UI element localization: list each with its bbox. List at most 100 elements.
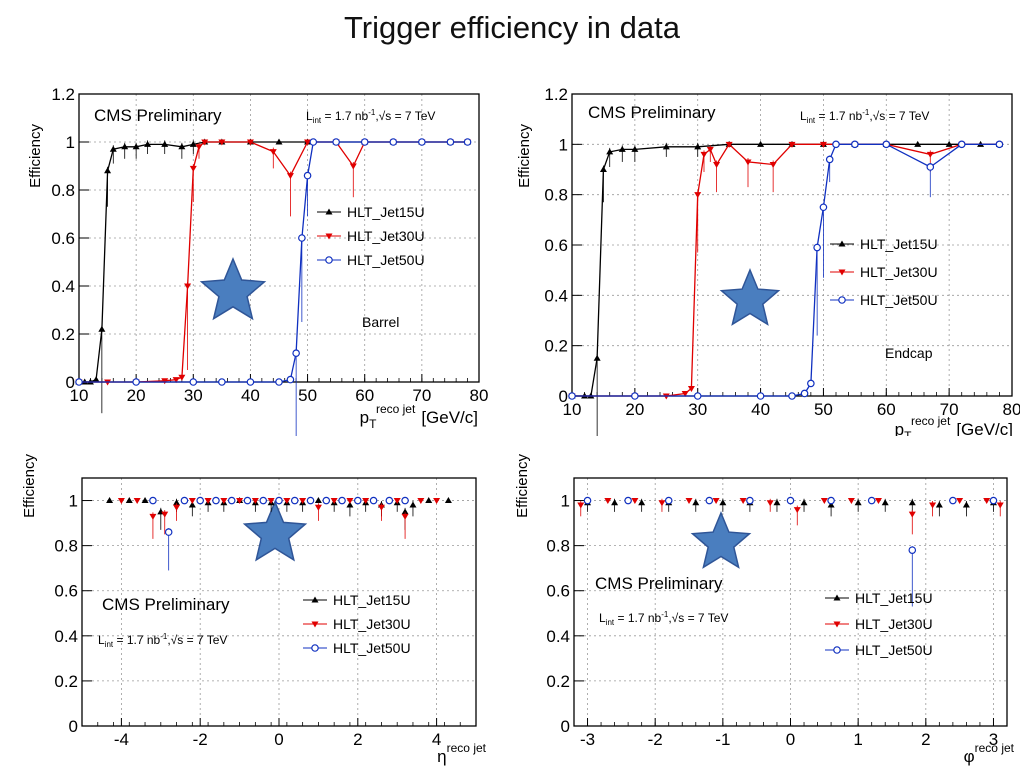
data-point [725, 141, 733, 148]
data-point [418, 138, 426, 146]
x-tick-label: 10 [70, 386, 89, 405]
data-point [881, 499, 889, 506]
data-point [298, 234, 306, 242]
data-point [204, 498, 212, 505]
data-point [220, 498, 228, 505]
x-axis-title: φreco jet [964, 741, 1015, 766]
x-tick-label: 20 [127, 386, 146, 405]
data-point [854, 499, 862, 506]
star-shape [242, 500, 308, 562]
x-tick-label: 20 [625, 400, 644, 419]
data-point [346, 501, 354, 508]
data-point [793, 507, 801, 514]
y-tick-label: 0.2 [544, 337, 568, 356]
eta-chart: -4 -2 0 2 4 0 0.2 0.4 0.6 0.8 1 Efficiency ηreco j… [21, 454, 487, 766]
legend-marker [311, 621, 319, 628]
data-point [685, 498, 693, 505]
data-point [995, 140, 1004, 149]
data-point [583, 496, 592, 505]
data-point [956, 498, 964, 505]
data-point [739, 498, 747, 505]
data-point [662, 143, 670, 150]
data-point [243, 496, 252, 505]
data-point [275, 496, 283, 505]
data-point [283, 498, 291, 505]
y-tick-label: 0.2 [54, 672, 78, 691]
data-point [178, 143, 186, 150]
legend: HLT_Jet15U HLT_Jet30U HLT_Jet50U [303, 592, 411, 656]
data-point [744, 159, 752, 166]
data-point [706, 146, 714, 153]
legend-marker [325, 233, 333, 240]
y-tick-label: 1.2 [544, 86, 568, 104]
plot-area: -3 -2 -1 0 1 2 3 0 0.2 0.4 0.6 0.8 1 [546, 477, 1008, 749]
data-point [769, 161, 777, 168]
data-point [106, 497, 114, 504]
data-point [133, 498, 141, 505]
data-point [908, 511, 916, 518]
data-point [173, 499, 181, 506]
legend-label: HLT_Jet50U [347, 252, 425, 268]
lumi-label: Lint = 1.7 nb-1,√s = 7 TeV [599, 610, 728, 627]
data-point [259, 496, 268, 505]
x-tick-label: 10 [563, 400, 582, 419]
data-point [353, 496, 362, 505]
y-axis-title: Efficiency [514, 454, 531, 518]
data-point [820, 498, 828, 505]
data-point [746, 496, 754, 505]
legend-label: HLT_Jet30U [860, 264, 938, 280]
data-point [446, 138, 455, 146]
pt-barrel-chart: 10 20 30 40 50 60 70 80 0 0.2 0.4 0.6 0.8 1 1.2 Effici… [27, 86, 488, 436]
x-tick-label: 2 [921, 730, 930, 749]
data-point [290, 496, 299, 505]
lumi-label: Lint = 1.7 nb-1,√s = 7 TeV [800, 108, 929, 125]
data-point [926, 151, 934, 158]
x-tick-label: 40 [241, 386, 260, 405]
data-point [827, 496, 835, 505]
data-point [957, 140, 966, 149]
data-point [385, 496, 394, 505]
y-tick-label: 0.4 [546, 627, 570, 646]
data-point [251, 498, 259, 505]
data-point [338, 496, 346, 505]
x-tick-label: 30 [184, 386, 203, 405]
y-tick-label: 0.6 [544, 236, 568, 255]
data-point [926, 163, 935, 171]
data-point [75, 378, 83, 386]
data-point [577, 502, 585, 509]
data-point [693, 392, 702, 400]
data-point [322, 496, 331, 505]
x-tick-label: -4 [114, 730, 129, 749]
data-point [306, 496, 315, 505]
data-point [962, 501, 970, 508]
y-tick-label: 0.4 [544, 286, 568, 305]
y-tick-label: 1 [561, 492, 570, 511]
y-tick-label: 0.4 [54, 627, 78, 646]
data-point [125, 497, 133, 504]
legend: HLT_Jet15U HLT_Jet30U HLT_Jet50U [317, 204, 425, 268]
data-point [705, 496, 714, 505]
data-point [161, 378, 169, 385]
x-tick-label: 2 [353, 730, 362, 749]
data-point [104, 167, 112, 174]
data-point [631, 392, 639, 400]
data-point [425, 497, 433, 504]
x-tick-label: 30 [688, 400, 707, 419]
legend-marker [833, 646, 841, 654]
x-tick-label: -1 [715, 730, 730, 749]
data-point [935, 501, 943, 508]
data-point [227, 496, 236, 505]
data-point [161, 140, 169, 147]
pt-endcap-chart: 10 20 30 40 50 60 70 80 0 0.2 0.4 0.6 0.8 1 1.2 Effici… [516, 86, 1020, 436]
data-point [184, 283, 192, 290]
series-HLT_Jet30U [117, 498, 441, 539]
data-point [638, 499, 646, 506]
data-point [788, 392, 796, 400]
data-point [658, 500, 666, 507]
y-tick-label: 0 [66, 373, 75, 392]
data-point [164, 528, 173, 536]
lumi-label: Lint = 1.7 nb-1,√s = 7 TeV [98, 632, 227, 649]
x-tick-label: -2 [648, 730, 663, 749]
legend-marker [833, 621, 841, 628]
data-point [189, 165, 197, 172]
